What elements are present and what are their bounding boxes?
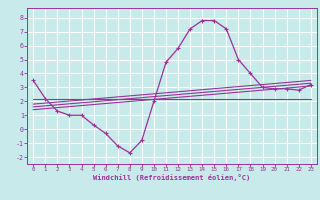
X-axis label: Windchill (Refroidissement éolien,°C): Windchill (Refroidissement éolien,°C) [93,174,251,181]
